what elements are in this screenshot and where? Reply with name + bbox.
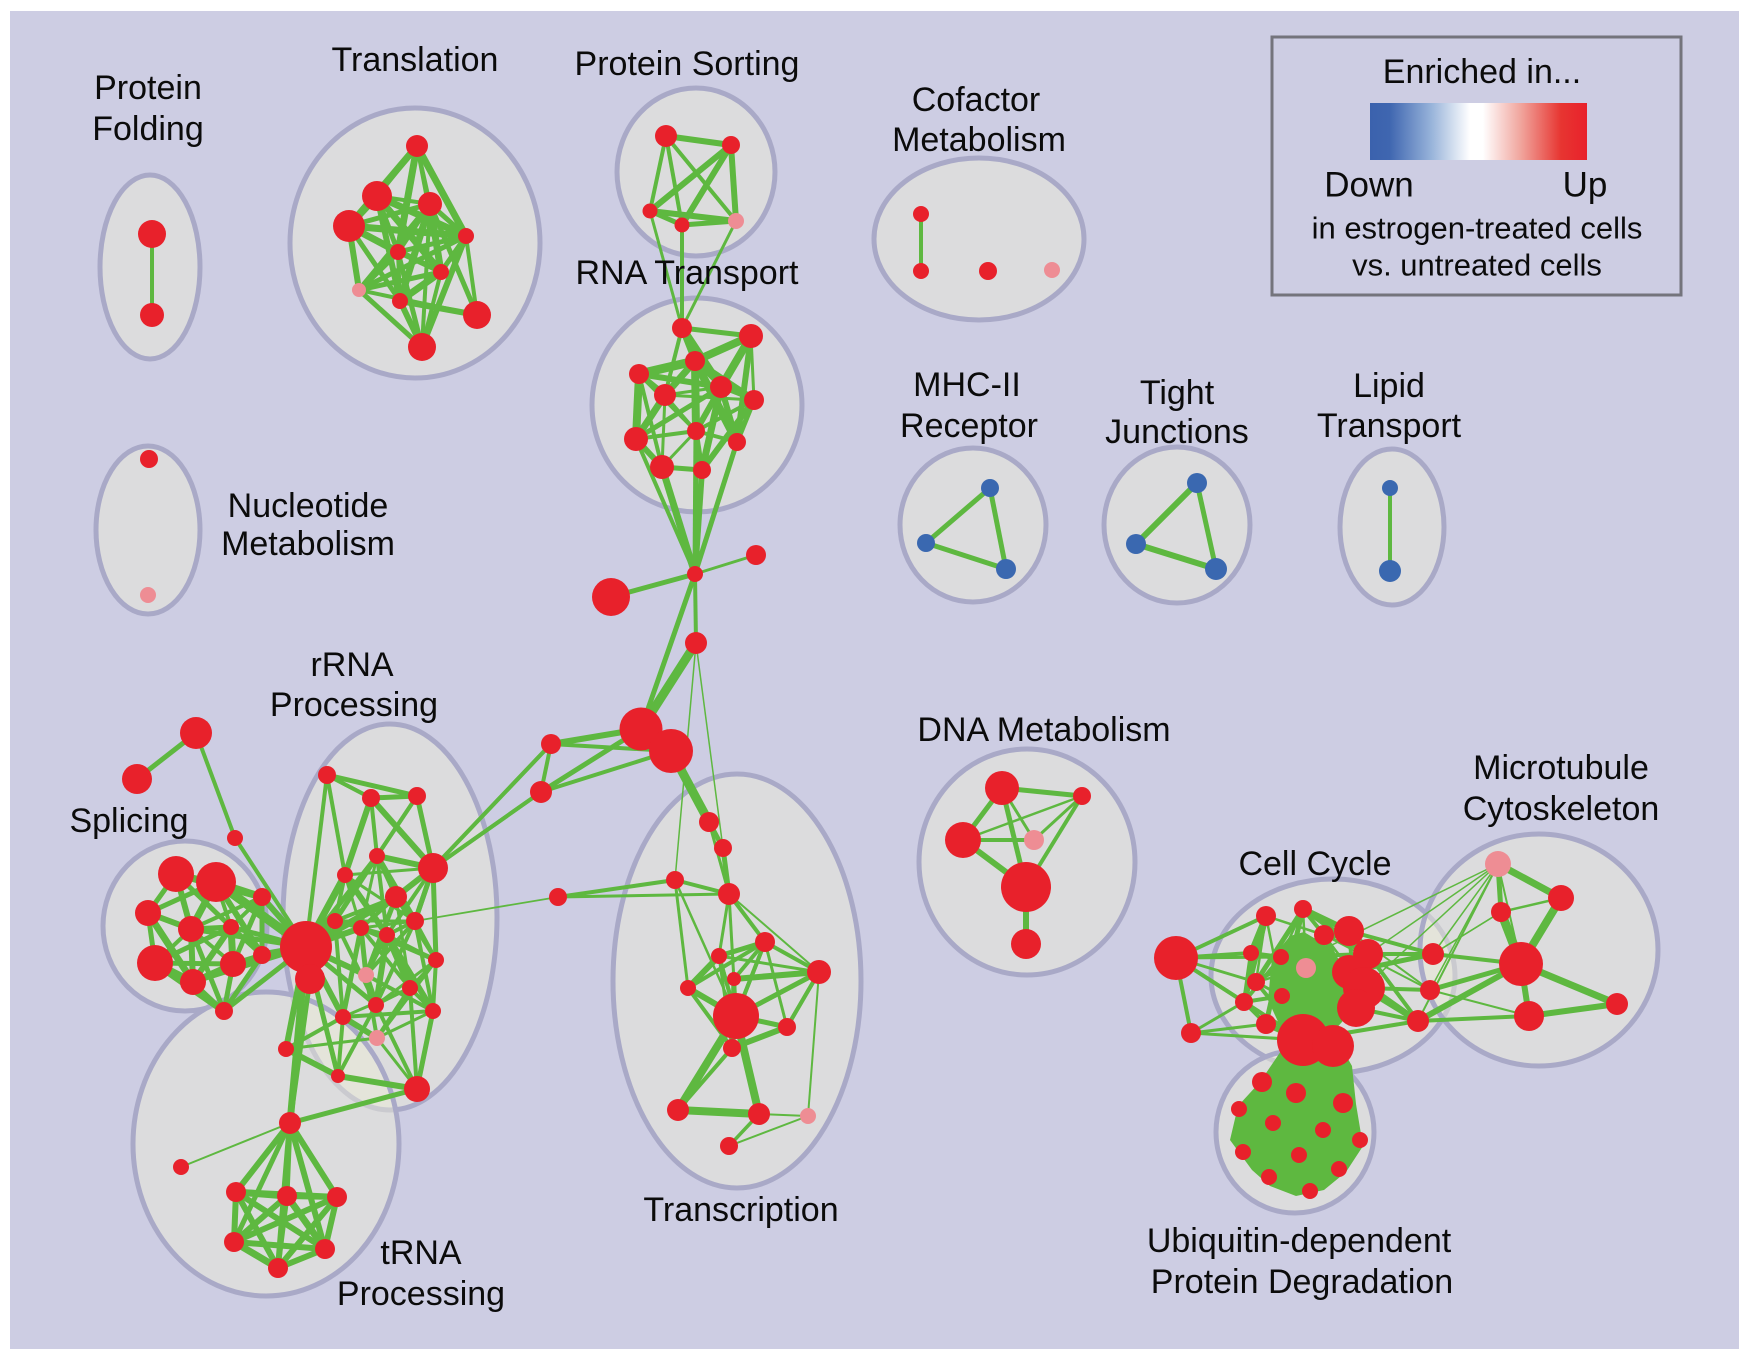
svg-text:RNA Transport: RNA Transport [576, 254, 800, 292]
svg-text:rRNA: rRNA [310, 646, 393, 684]
svg-text:Transport: Transport [1317, 407, 1462, 445]
svg-text:Down: Down [1324, 166, 1413, 205]
svg-text:Enriched in...: Enriched in... [1383, 53, 1581, 91]
svg-text:MHC-II: MHC-II [913, 366, 1021, 404]
svg-text:in estrogen-treated cells: in estrogen-treated cells [1312, 211, 1643, 246]
svg-text:Microtubule: Microtubule [1473, 749, 1649, 787]
svg-text:Translation: Translation [332, 41, 499, 79]
svg-text:Folding: Folding [92, 110, 204, 148]
svg-text:Junctions: Junctions [1105, 413, 1249, 451]
svg-text:Processing: Processing [270, 686, 438, 724]
svg-text:vs. untreated cells: vs. untreated cells [1352, 248, 1602, 283]
svg-text:Nucleotide: Nucleotide [228, 487, 389, 525]
svg-text:Cofactor: Cofactor [912, 81, 1041, 119]
svg-text:Transcription: Transcription [643, 1191, 838, 1229]
svg-text:Protein Degradation: Protein Degradation [1151, 1263, 1453, 1301]
svg-text:Processing: Processing [337, 1275, 505, 1313]
svg-text:Metabolism: Metabolism [892, 121, 1066, 159]
svg-text:Receptor: Receptor [900, 407, 1038, 445]
svg-text:Metabolism: Metabolism [221, 525, 395, 563]
svg-text:Up: Up [1563, 166, 1608, 205]
svg-text:Ubiquitin-dependent: Ubiquitin-dependent [1147, 1222, 1452, 1260]
svg-text:Splicing: Splicing [69, 802, 188, 840]
svg-text:Lipid: Lipid [1353, 367, 1425, 405]
svg-text:Protein: Protein [94, 69, 202, 107]
svg-text:tRNA: tRNA [380, 1234, 462, 1272]
svg-text:DNA Metabolism: DNA Metabolism [917, 711, 1170, 749]
svg-text:Tight: Tight [1140, 374, 1215, 412]
svg-text:Protein Sorting: Protein Sorting [575, 45, 800, 83]
svg-text:Cell Cycle: Cell Cycle [1238, 845, 1391, 883]
svg-text:Cytoskeleton: Cytoskeleton [1463, 790, 1660, 828]
